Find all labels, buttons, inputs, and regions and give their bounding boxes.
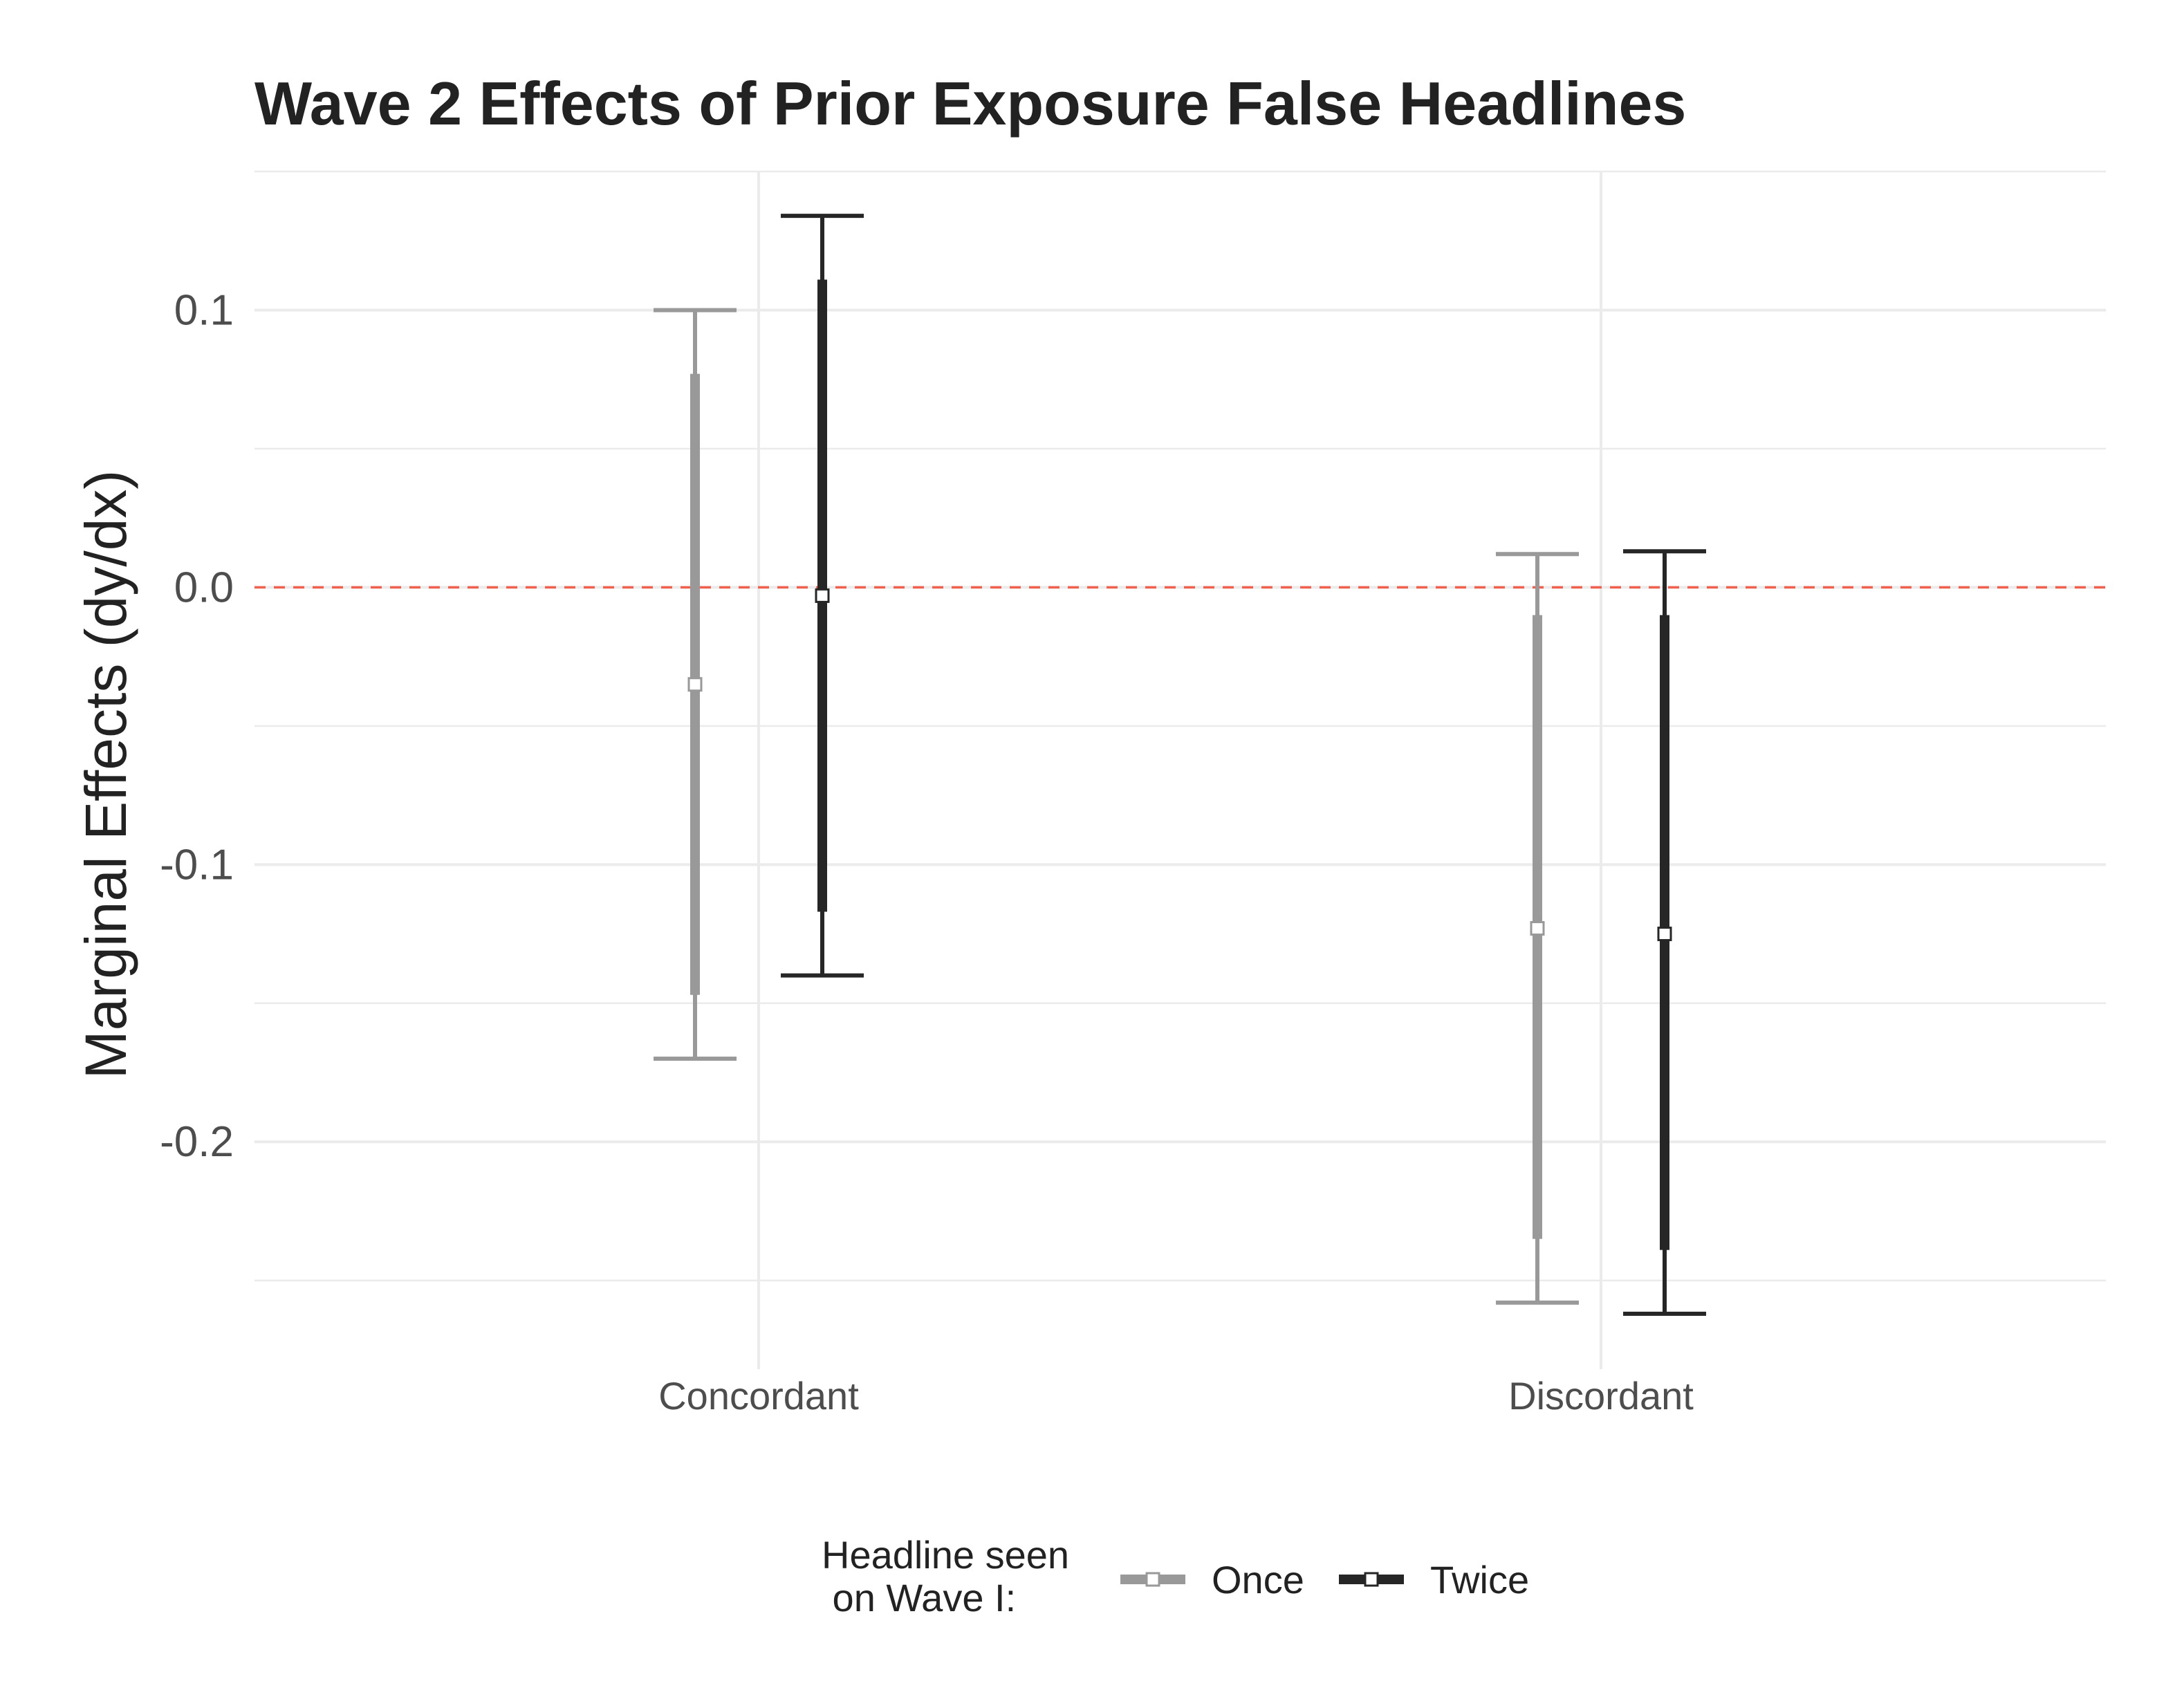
y-tick-label: 0.1 xyxy=(174,286,234,334)
y-tick-label: -0.1 xyxy=(160,841,234,889)
grid xyxy=(254,170,2106,1369)
y-tick-label: 0.0 xyxy=(174,564,234,611)
legend-key-point xyxy=(1145,1572,1160,1587)
error-bar-once-concordant xyxy=(654,308,737,1061)
legend-label: Twice xyxy=(1430,1558,1529,1602)
legend-item-once: Once xyxy=(1120,1558,1304,1602)
x-tick-label: Concordant xyxy=(658,1374,859,1418)
point-estimate xyxy=(687,677,703,692)
legend-title-line: on Wave I: xyxy=(822,1576,1016,1619)
y-tick-label: -0.2 xyxy=(160,1118,234,1166)
x-axis-ticks: Concordant Discordant xyxy=(658,1374,1694,1418)
legend-title-line: Headline seen xyxy=(822,1533,1069,1577)
error-bar-twice-concordant xyxy=(781,214,864,978)
point-estimate xyxy=(1530,921,1545,936)
chart-title: Wave 2 Effects of Prior Exposure False H… xyxy=(254,69,1686,138)
point-estimate xyxy=(1657,927,1672,942)
x-tick-label: Discordant xyxy=(1508,1374,1694,1418)
point-estimate xyxy=(815,588,830,603)
error-bar-once-discordant xyxy=(1496,552,1579,1305)
legend-title: Headline seen on Wave I: xyxy=(822,1533,1069,1619)
legend-item-twice: Twice xyxy=(1339,1558,1529,1602)
error-bar-twice-discordant xyxy=(1623,549,1706,1316)
legend-key-point xyxy=(1364,1572,1379,1587)
legend: Headline seen on Wave I: Once Twice xyxy=(822,1533,1529,1619)
y-axis-label: Marginal Effects (dy/dx) xyxy=(73,470,138,1079)
y-axis-ticks: 0.1 0.0 -0.1 -0.2 xyxy=(160,286,234,1166)
error-bars xyxy=(654,214,1706,1316)
legend-label: Once xyxy=(1212,1558,1304,1602)
